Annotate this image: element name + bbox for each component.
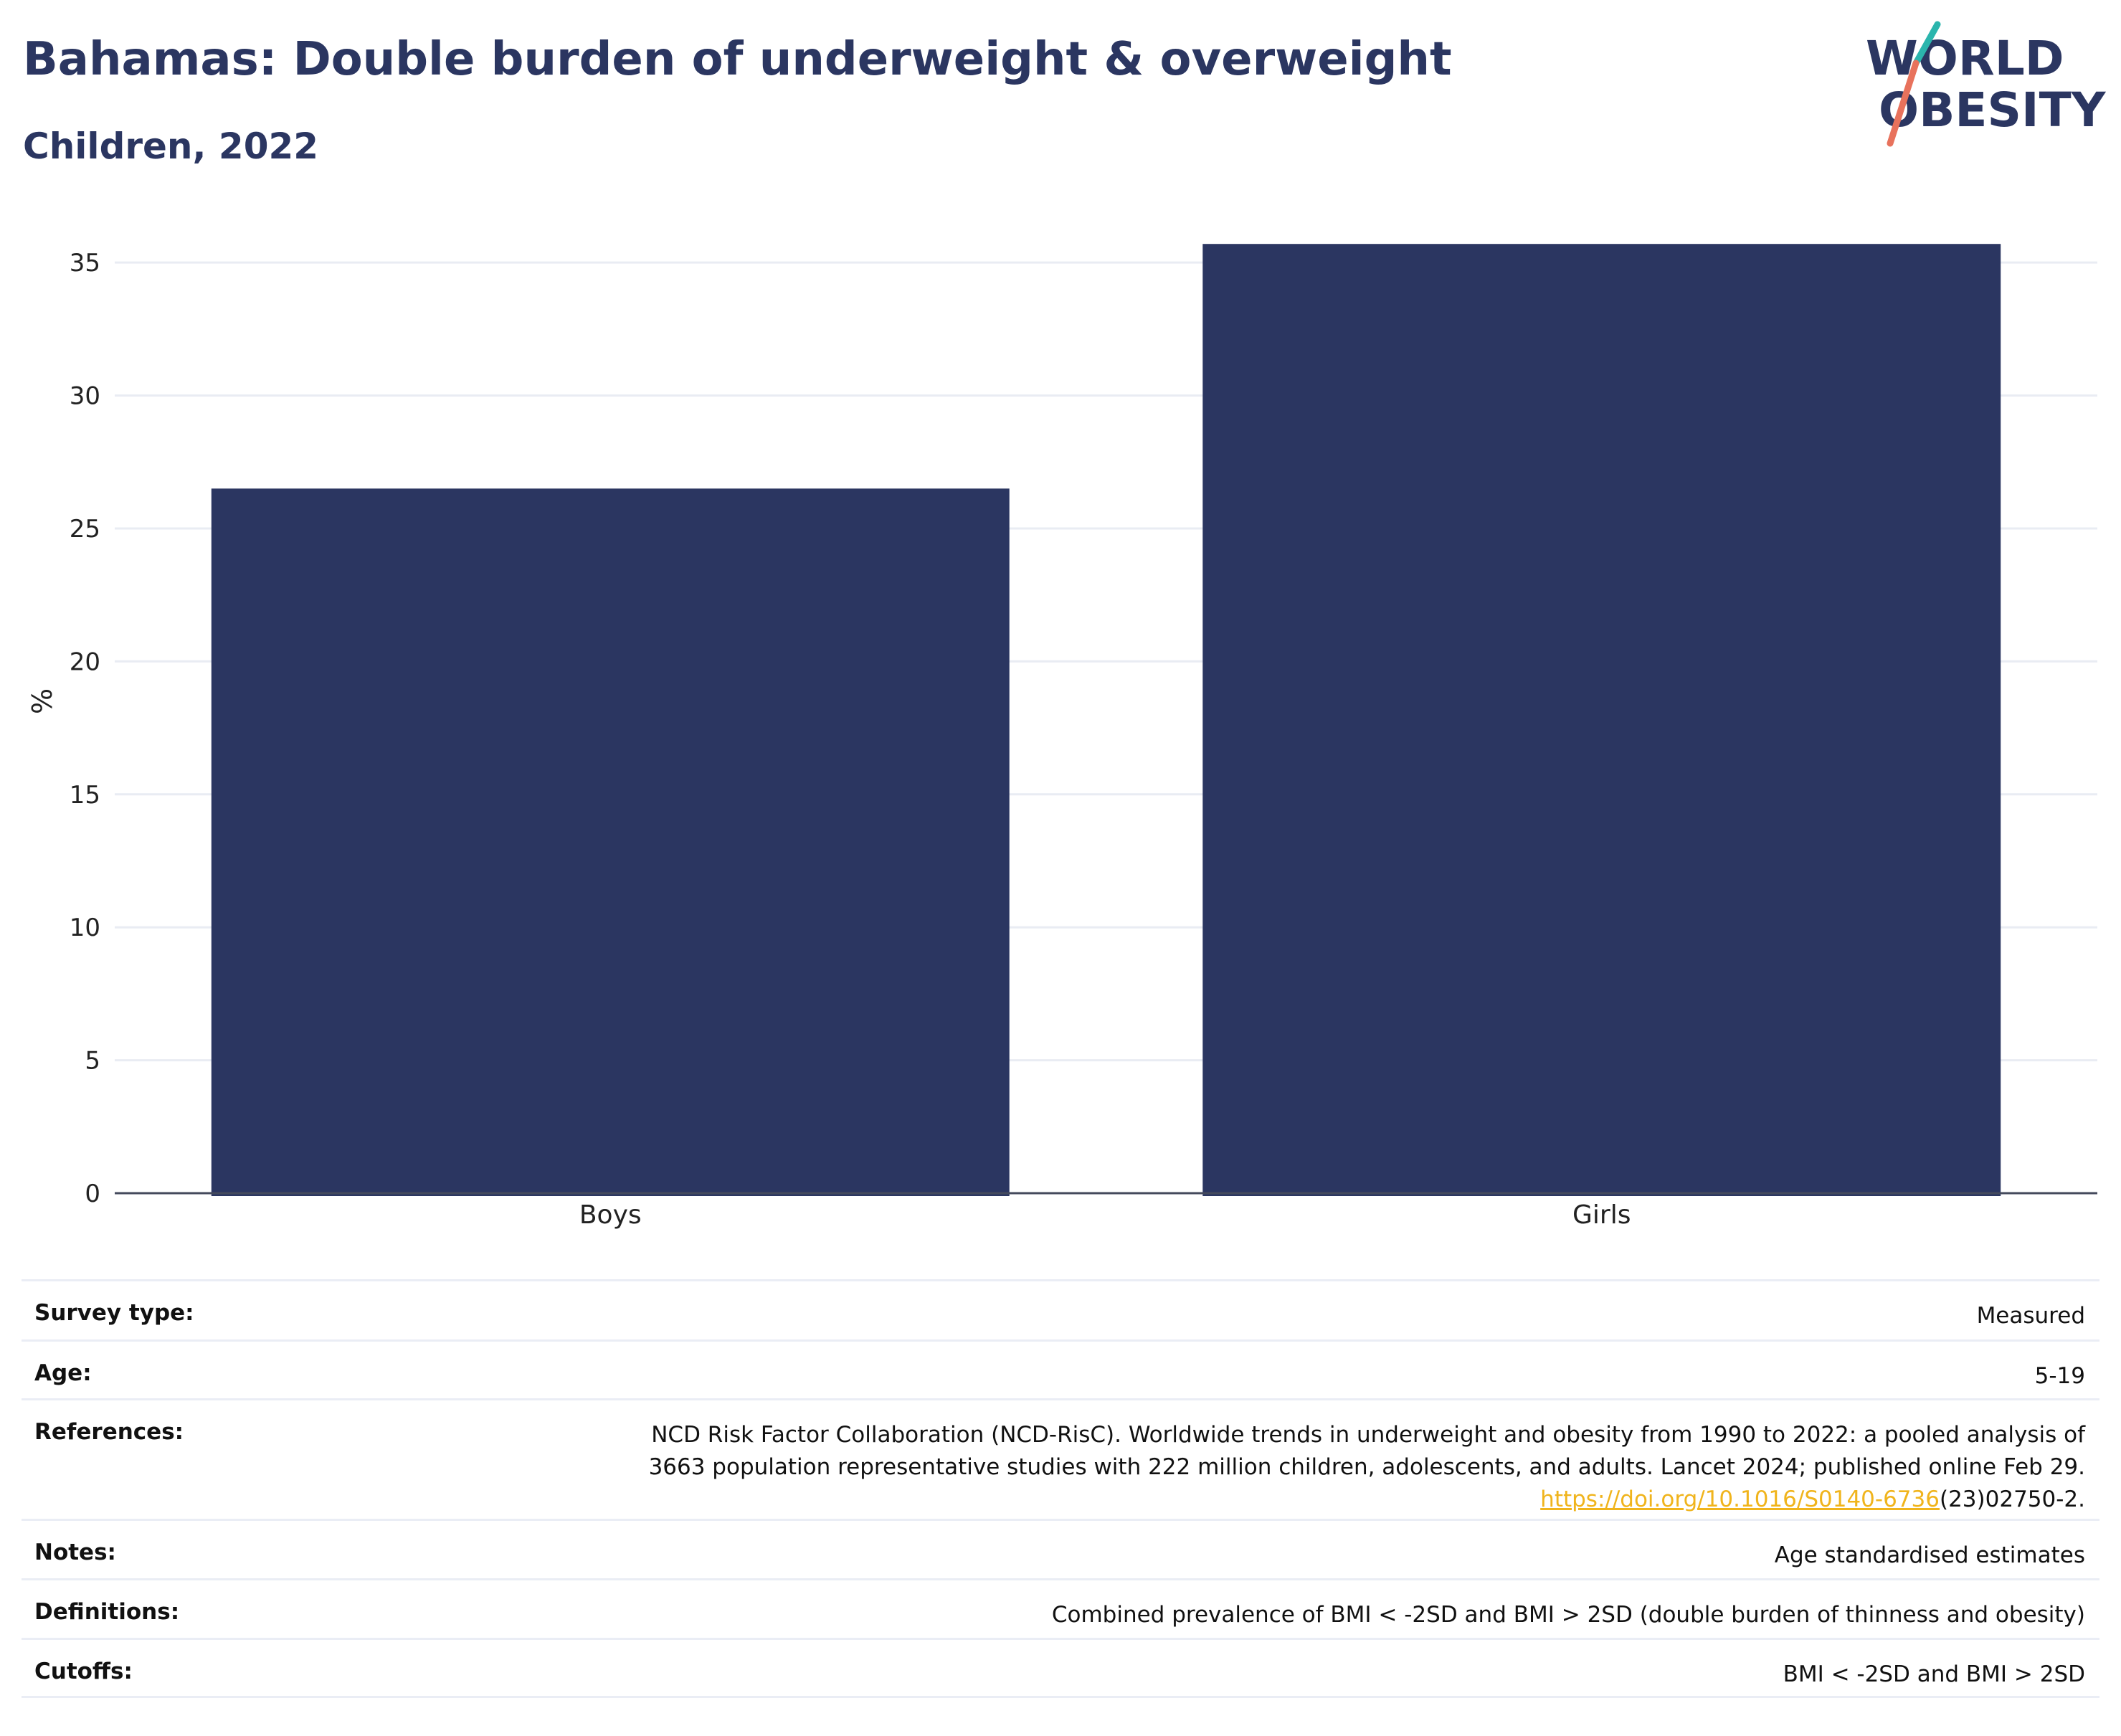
logo-line1: WORLD: [1866, 31, 2064, 86]
meta-label: Definitions:: [34, 1599, 180, 1625]
meta-label: Notes:: [34, 1540, 116, 1565]
meta-row-definitions: Definitions: Combined prevalence of BMI …: [22, 1578, 2099, 1638]
page-subtitle: Children, 2022: [23, 125, 319, 167]
meta-value: Combined prevalence of BMI < -2SD and BM…: [1051, 1602, 2085, 1628]
y-tick-label: 25: [70, 515, 100, 544]
meta-value: BMI < -2SD and BMI > 2SD: [1783, 1661, 2085, 1687]
reference-line-2: 3663 population representative studies w…: [648, 1454, 2085, 1480]
x-tick-label: Boys: [579, 1200, 642, 1230]
meta-row-notes: Notes: Age standardised estimates: [22, 1519, 2099, 1578]
meta-value: Measured: [1976, 1303, 2085, 1329]
meta-label: Age:: [34, 1360, 92, 1386]
y-tick-label: 15: [70, 781, 100, 810]
y-axis-label: %: [27, 688, 58, 714]
doi-suffix: (23)02750-2.: [1939, 1486, 2085, 1512]
bar-chart: 0 5 10 15 20 25 30 35 Boys Girls%: [27, 244, 2097, 1230]
meta-value: NCD Risk Factor Collaboration (NCD-RisC)…: [649, 1400, 2099, 1516]
meta-label: References:: [34, 1419, 184, 1445]
y-tick-label: 5: [85, 1047, 100, 1076]
y-tick-label: 20: [70, 648, 100, 676]
meta-row-survey-type: Survey type: Measured: [22, 1279, 2099, 1339]
doi-link[interactable]: https://doi.org/10.1016/S0140-6736: [1540, 1486, 1940, 1512]
metadata-table: Survey type: Measured Age: 5-19 Referenc…: [22, 1279, 2099, 1698]
meta-row-references: References: NCD Risk Factor Collaboratio…: [22, 1398, 2099, 1519]
logo-slash-top: [1912, 21, 1941, 67]
meta-row-age: Age: 5-19: [22, 1339, 2099, 1398]
meta-row-cutoffs: Cutoffs: BMI < -2SD and BMI > 2SD: [22, 1638, 2099, 1698]
y-tick-label: 30: [70, 382, 100, 411]
y-tick-label: 0: [85, 1180, 100, 1208]
bar-boys: [211, 488, 1010, 1196]
logo-slash-bottom: [1887, 60, 1920, 147]
bar-girls: [1202, 244, 2001, 1196]
world-obesity-logo: WORLD OBESITY: [1866, 21, 2107, 147]
meta-value: Age standardised estimates: [1774, 1542, 2085, 1568]
page-title: Bahamas: Double burden of underweight & …: [23, 33, 1452, 86]
y-tick-label: 35: [70, 249, 100, 278]
x-tick-label: Girls: [1572, 1200, 1631, 1230]
meta-label: Cutoffs:: [34, 1659, 133, 1684]
logo-line2: OBESITY: [1879, 82, 2107, 138]
y-tick-label: 10: [70, 914, 100, 942]
reference-line-1: NCD Risk Factor Collaboration (NCD-RisC)…: [651, 1422, 2085, 1448]
meta-label: Survey type:: [34, 1300, 194, 1326]
meta-value: 5-19: [2034, 1363, 2085, 1389]
